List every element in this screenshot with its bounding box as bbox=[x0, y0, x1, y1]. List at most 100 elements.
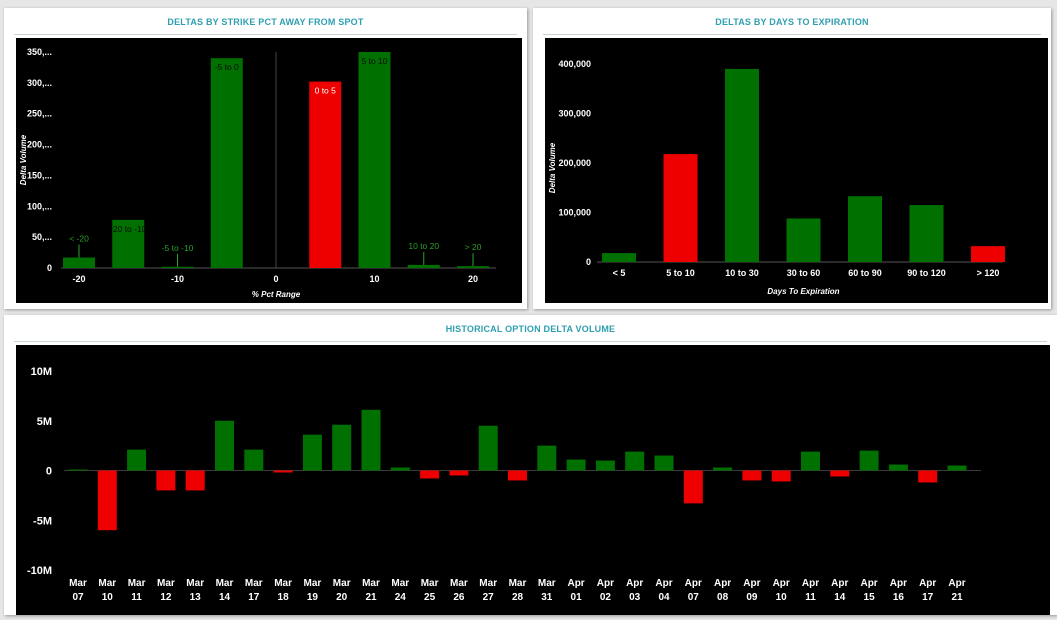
x-tick-month: Mar bbox=[362, 578, 380, 589]
x-tick-day: 26 bbox=[453, 592, 465, 603]
x-tick-month: Apr bbox=[860, 578, 877, 589]
bar bbox=[888, 464, 908, 471]
x-tick-day: 20 bbox=[336, 592, 348, 603]
x-tick-month: Mar bbox=[128, 578, 146, 589]
strike-panel-title: DELTAS BY STRIKE PCT AWAY FROM SPOT bbox=[167, 17, 364, 27]
bar-data-label: < -20 bbox=[69, 234, 89, 244]
x-tick-month: Mar bbox=[421, 578, 439, 589]
y-tick-label: 150,... bbox=[27, 170, 52, 180]
bar bbox=[713, 467, 733, 471]
bar bbox=[244, 449, 264, 471]
dte-panel: DELTAS BY DAYS TO EXPIRATION 0 100,000 200… bbox=[533, 8, 1051, 309]
dte-panel-divider bbox=[543, 34, 1041, 35]
x-tick-day: 28 bbox=[512, 592, 524, 603]
bar bbox=[918, 470, 938, 483]
bar bbox=[215, 420, 234, 471]
bar bbox=[625, 451, 645, 471]
y-tick-label: 10M bbox=[31, 366, 52, 378]
x-tick-day: 09 bbox=[746, 592, 758, 603]
bar bbox=[971, 246, 1005, 262]
bar-data-label: -5 to -10 bbox=[162, 243, 194, 253]
bar bbox=[361, 409, 381, 471]
x-tick-label: 10 to 30 bbox=[725, 268, 759, 278]
bar-data-label: 10 to 20 bbox=[408, 241, 439, 251]
bar bbox=[654, 455, 674, 471]
y-tick-label: 5M bbox=[37, 416, 52, 428]
history-chart-area: -10M -5M 0 5M 10M Mar 07 Mar 10 Mar 11 Mar 12 Mar 13 Ma… bbox=[16, 345, 1050, 615]
y-axis-label: Delta Volume bbox=[19, 134, 28, 185]
y-tick-label: 200,000 bbox=[558, 158, 591, 168]
y-tick-label: -5M bbox=[33, 515, 52, 527]
bar-data-label: -5 to 0 bbox=[215, 62, 239, 72]
x-axis-label: % Pct Range bbox=[252, 290, 301, 299]
bar bbox=[449, 470, 469, 476]
bar bbox=[595, 460, 615, 471]
x-tick-day: 02 bbox=[600, 592, 612, 603]
bar bbox=[742, 470, 762, 481]
x-tick-day: 21 bbox=[951, 592, 963, 603]
x-tick-day: 14 bbox=[219, 592, 231, 603]
x-tick-month: Apr bbox=[685, 578, 702, 589]
x-tick-day: 14 bbox=[834, 592, 846, 603]
dte-chart-area: 0 100,000 200,000 300,000 400,000 Delta Volum… bbox=[545, 38, 1048, 303]
x-tick-day: 21 bbox=[365, 592, 377, 603]
bar bbox=[478, 425, 498, 471]
history-panel: HISTORICAL OPTION DELTA VOLUME -10M -5M 0 5… bbox=[4, 315, 1057, 615]
x-tick-label: -10 bbox=[171, 274, 184, 284]
bar bbox=[566, 459, 586, 471]
bar bbox=[457, 266, 489, 268]
x-tick-month: Mar bbox=[245, 578, 263, 589]
bar bbox=[97, 470, 117, 531]
bar bbox=[185, 470, 205, 491]
x-tick-day: 24 bbox=[395, 592, 407, 603]
y-tick-label: 300,... bbox=[27, 78, 52, 88]
x-tick-day: 01 bbox=[571, 592, 583, 603]
x-tick-day: 15 bbox=[864, 592, 876, 603]
strike-panel: DELTAS BY STRIKE PCT AWAY FROM SPOT 0 50,… bbox=[4, 8, 527, 309]
x-tick-month: Apr bbox=[773, 578, 790, 589]
x-tick-day: 17 bbox=[922, 592, 934, 603]
x-tick-day: 10 bbox=[776, 592, 788, 603]
x-axis-label: Days To Expiration bbox=[767, 287, 839, 296]
x-tick-day: 31 bbox=[541, 592, 553, 603]
x-tick-label: > 120 bbox=[977, 268, 1000, 278]
x-tick-label: -20 bbox=[72, 274, 85, 284]
y-tick-label: 350,... bbox=[27, 47, 52, 57]
bar bbox=[210, 58, 243, 268]
x-tick-month: Mar bbox=[157, 578, 175, 589]
bar bbox=[830, 470, 850, 477]
x-tick-label: 90 to 120 bbox=[907, 268, 946, 278]
bar bbox=[127, 449, 147, 471]
x-tick-month: Apr bbox=[948, 578, 965, 589]
x-tick-month: Apr bbox=[919, 578, 936, 589]
x-tick-day: 16 bbox=[893, 592, 905, 603]
bar-data-label: 0 to 5 bbox=[315, 86, 337, 96]
x-tick-month: Mar bbox=[216, 578, 234, 589]
x-tick-label: 20 bbox=[468, 274, 478, 284]
bar bbox=[848, 196, 882, 262]
x-tick-month: Mar bbox=[391, 578, 409, 589]
x-tick-month: Mar bbox=[333, 578, 351, 589]
bar bbox=[302, 434, 322, 471]
bar bbox=[68, 469, 88, 471]
bar bbox=[273, 470, 293, 473]
x-tick-month: Mar bbox=[479, 578, 497, 589]
bar bbox=[63, 257, 95, 268]
x-tick-day: 12 bbox=[160, 592, 172, 603]
history-panel-title: HISTORICAL OPTION DELTA VOLUME bbox=[445, 324, 616, 334]
x-tick-label: < 5 bbox=[613, 268, 626, 278]
bar bbox=[508, 470, 527, 481]
y-tick-label: 100,000 bbox=[558, 208, 591, 218]
bar bbox=[309, 81, 342, 268]
x-tick-month: Mar bbox=[98, 578, 116, 589]
x-tick-month: Apr bbox=[567, 578, 584, 589]
x-tick-day: 04 bbox=[658, 592, 670, 603]
bar bbox=[358, 52, 391, 268]
y-tick-label: -10M bbox=[27, 565, 52, 577]
x-tick-month: Apr bbox=[597, 578, 614, 589]
history-panel-divider bbox=[14, 341, 1047, 342]
bar-data-label: 5 to 10 bbox=[362, 56, 388, 66]
bar-data-label: > 20 bbox=[465, 242, 482, 252]
bar bbox=[771, 470, 791, 482]
x-tick-month: Apr bbox=[831, 578, 848, 589]
